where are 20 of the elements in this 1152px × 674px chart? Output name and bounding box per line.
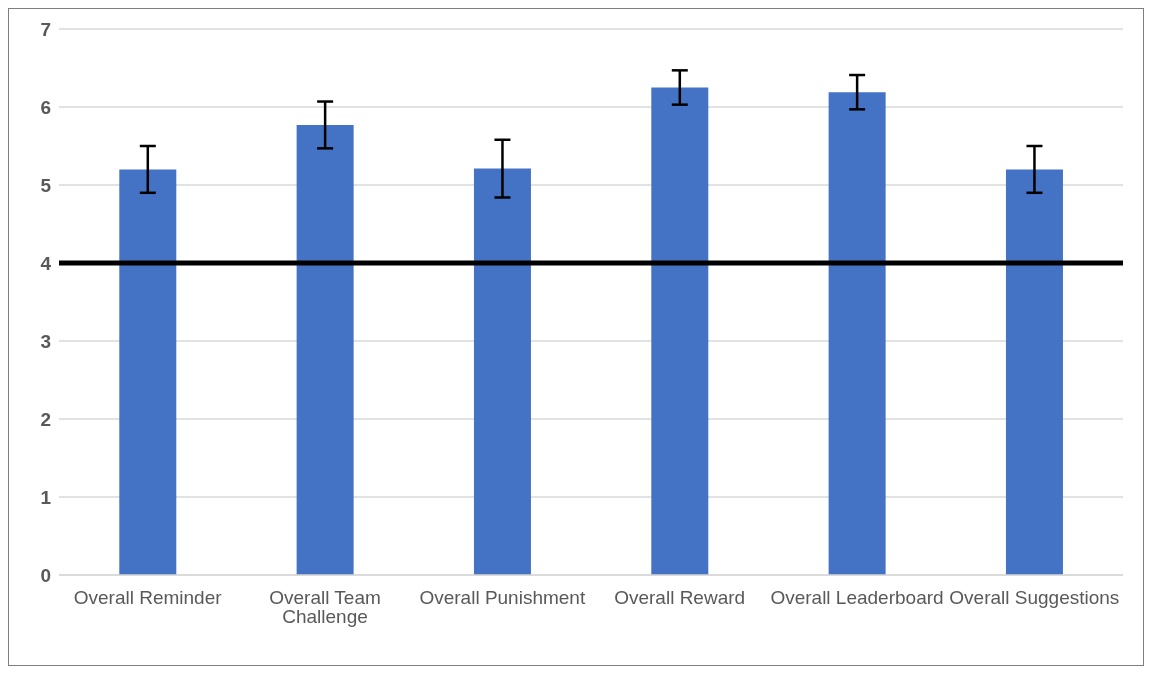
y-tick-label: 5 [40,174,52,196]
y-tick-label: 7 [40,18,51,40]
bar [119,169,177,575]
bar [651,87,709,575]
x-tick-label: Overall Team Challenge [269,587,381,628]
y-tick-label: 3 [40,330,51,352]
x-tick-label: Overall Reward [614,587,746,609]
x-tick-label: Overall Punishment [419,587,586,609]
y-tick-label: 2 [40,408,51,430]
bar [828,92,886,575]
bar [473,168,531,575]
x-tick-label: Overall Reminder [73,587,223,609]
y-tick-label: 1 [40,486,52,508]
y-tick-label: 6 [40,96,51,118]
bar [296,124,354,575]
x-tick-label: Overall Suggestions [949,587,1120,609]
bar [1005,169,1063,575]
y-tick-label: 4 [40,252,52,274]
y-tick-label: 0 [40,564,51,586]
x-tick-label: Overall Leaderboard [770,587,944,609]
